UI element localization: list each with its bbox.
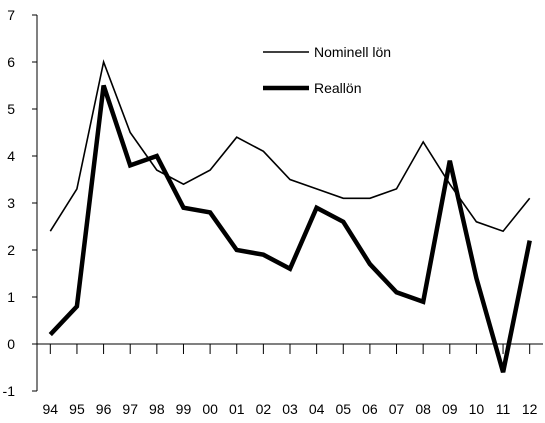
y-tick-label: 7 — [7, 7, 15, 23]
series-lines — [48, 59, 532, 373]
legend-label: Nominell lön — [314, 44, 391, 60]
legend: Nominell lön Reallön — [263, 44, 391, 96]
y-tick-label: 4 — [7, 148, 15, 164]
x-tick-label: 94 — [43, 401, 59, 417]
y-tick-label: 1 — [7, 289, 15, 305]
x-tick-label: 01 — [229, 401, 245, 417]
y-tick-label: 2 — [7, 242, 15, 258]
x-tick-label: 00 — [202, 401, 218, 417]
axes — [36, 15, 543, 391]
series-line-1 — [48, 84, 532, 373]
x-tick-label: 11 — [496, 401, 511, 417]
x-tick-label: 98 — [149, 401, 165, 417]
x-tick-label: 05 — [335, 401, 351, 417]
x-axis-ticks: 94 95 96 97 98 99 00 01 02 03 04 05 06 07 08 09 10 11 12 — [43, 344, 538, 417]
x-tick-label: 07 — [389, 401, 405, 417]
y-axis-ticks: -1 0 1 2 3 4 5 6 7 — [3, 7, 37, 399]
y-tick-label: -1 — [3, 383, 16, 399]
x-tick-label: 06 — [362, 401, 378, 417]
x-tick-label: 95 — [69, 401, 85, 417]
legend-label: Reallön — [314, 80, 361, 96]
x-tick-label: 08 — [415, 401, 431, 417]
x-tick-label: 97 — [122, 401, 138, 417]
x-tick-label: 96 — [96, 401, 112, 417]
x-tick-label: 03 — [282, 401, 298, 417]
y-tick-label: 0 — [7, 336, 15, 352]
x-tick-label: 04 — [309, 401, 325, 417]
x-tick-label: 09 — [442, 401, 458, 417]
y-tick-label: 5 — [7, 101, 15, 117]
x-tick-label: 02 — [256, 401, 272, 417]
series-line-0 — [49, 59, 531, 233]
y-tick-label: 6 — [7, 54, 15, 70]
x-tick-label: 99 — [176, 401, 192, 417]
x-tick-label: 10 — [469, 401, 485, 417]
y-tick-label: 3 — [7, 195, 15, 211]
x-tick-label: 12 — [522, 401, 538, 417]
